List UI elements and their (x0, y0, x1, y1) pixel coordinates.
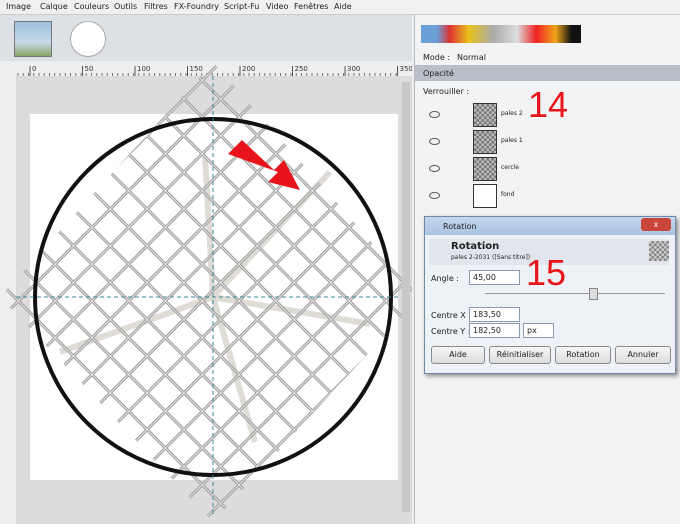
canvas-area: 0 50 100 150 200 250 300 350 (0, 62, 412, 524)
ruler-label: 50 (85, 65, 94, 73)
title-bar: Rotation x (425, 217, 675, 235)
scrollbar[interactable] (402, 82, 410, 512)
opacity-bar[interactable]: Opacité (415, 65, 680, 81)
center-y-input[interactable]: 182,50 (469, 323, 520, 338)
layer-name[interactable]: cercle (501, 164, 519, 171)
layer-thumb (473, 130, 497, 154)
menu-item[interactable]: Video (266, 2, 288, 11)
rotation-dialog: Rotation x Rotation pales 2-2031 ([Sans … (424, 216, 676, 374)
slider-handle[interactable] (589, 288, 598, 300)
slider-track[interactable] (485, 293, 665, 294)
menu-item[interactable]: Outils (114, 2, 137, 11)
menu-item[interactable]: Couleurs (74, 2, 109, 11)
layer-thumb (473, 103, 497, 127)
ruler-label: 150 (190, 65, 203, 73)
eye-icon[interactable] (429, 111, 440, 118)
unit-select[interactable]: px (523, 323, 554, 338)
annotation: 15 (526, 252, 566, 294)
menu-bar: Image Calque Couleurs Outils Filtres FX-Found… (0, 0, 680, 15)
angle-input[interactable]: 45,00 (469, 270, 520, 285)
layer-thumb (473, 157, 497, 181)
label: Centre X : (431, 311, 471, 320)
annotation: 14 (528, 84, 568, 126)
layer-name[interactable]: pales 2 (501, 110, 523, 117)
menu-item[interactable]: Image (6, 2, 31, 11)
ruler-label: 250 (295, 65, 308, 73)
menu-item[interactable]: FX-Foundry (174, 2, 219, 11)
ruler-label: 200 (242, 65, 255, 73)
close-button[interactable]: x (641, 218, 671, 231)
ruler-label: 100 (137, 65, 150, 73)
dialog-subtitle: pales 2-2031 ([Sans titre]) (451, 254, 530, 261)
label: Angle : (431, 274, 459, 283)
mode-label: Mode : (423, 53, 450, 62)
mode-value[interactable]: Normal (457, 53, 486, 62)
dialog-button[interactable]: Annuler (615, 346, 671, 364)
eye-icon[interactable] (429, 192, 440, 199)
layer-thumb (473, 184, 497, 208)
opacity-label: Opacité (423, 69, 454, 78)
dialog-heading: Rotation (451, 241, 499, 252)
tab-thumb[interactable] (70, 21, 106, 57)
layer-name[interactable]: fond (501, 191, 514, 198)
menu-item[interactable]: Script-Fu (224, 2, 259, 11)
dialog-button[interactable]: Rotation (555, 346, 611, 364)
dock-tabs[interactable] (421, 25, 581, 43)
eye-icon[interactable] (429, 138, 440, 145)
window-title: Rotation (443, 222, 476, 231)
lock-label: Verrouiller : (423, 87, 469, 96)
ruler-label: 0 (32, 65, 36, 73)
center-x-input[interactable]: 183,50 (469, 307, 520, 322)
eye-icon[interactable] (429, 165, 440, 172)
menu-item[interactable]: Filtres (144, 2, 168, 11)
layer-preview (649, 241, 669, 261)
menu-item[interactable]: Aide (334, 2, 352, 11)
menu-item[interactable]: Calque (40, 2, 68, 11)
ruler-label: 300 (347, 65, 360, 73)
image-tabs (0, 15, 412, 61)
label: Centre Y : (431, 327, 470, 336)
dialog-button[interactable]: Aide (431, 346, 485, 364)
dialog-button[interactable]: Réinitialiser (489, 346, 551, 364)
menu-item[interactable]: Fenêtres (294, 2, 328, 11)
screenshot: Image Calque Couleurs Outils Filtres FX-Found… (0, 0, 680, 524)
layer-name[interactable]: pales 1 (501, 137, 523, 144)
tab-thumb[interactable] (14, 21, 52, 57)
ruler-label: 350 (400, 65, 413, 73)
